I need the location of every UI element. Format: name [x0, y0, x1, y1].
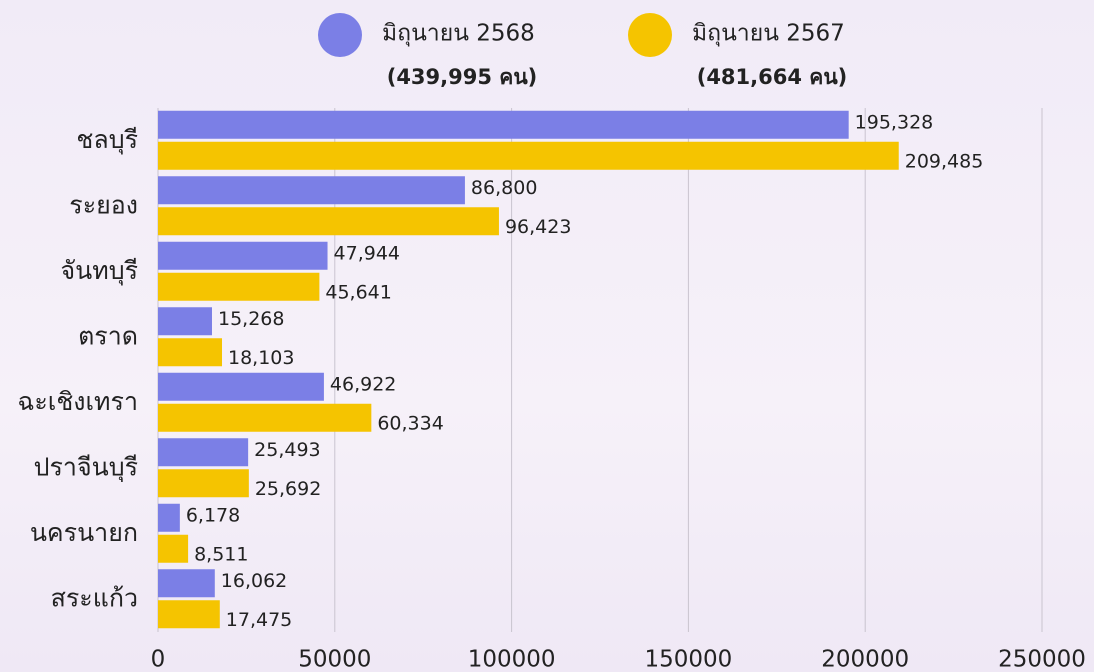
- legend-subtitle: (481,664 คน): [697, 65, 848, 89]
- bar: [158, 403, 372, 432]
- y-tick-label: ปราจีนบุรี: [34, 452, 138, 482]
- value-label: 8,511: [194, 543, 248, 565]
- bar: [158, 569, 215, 598]
- bar: [158, 241, 328, 270]
- bar: [158, 438, 249, 467]
- value-label: 86,800: [471, 177, 537, 199]
- y-tick-label: ฉะเชิงเทรา: [17, 387, 138, 416]
- x-tick-label: 250000: [998, 647, 1086, 672]
- legend-swatch: [318, 13, 362, 57]
- bar: [158, 600, 220, 629]
- y-tick-label: ชลบุรี: [76, 125, 138, 155]
- y-tick-label: สระแก้ว: [51, 583, 138, 612]
- bar: [158, 534, 189, 563]
- value-label: 25,692: [255, 478, 321, 500]
- value-label: 60,334: [377, 412, 443, 434]
- bar: [158, 307, 212, 336]
- value-label: 16,062: [221, 570, 287, 592]
- value-label: 45,641: [325, 281, 391, 303]
- value-label: 46,922: [330, 373, 396, 395]
- bar: [158, 207, 499, 236]
- value-label: 195,328: [855, 111, 934, 133]
- x-tick-label: 200000: [821, 647, 909, 672]
- value-label: 25,493: [254, 439, 320, 461]
- legend-subtitle: (439,995 คน): [387, 65, 538, 89]
- bar: [158, 141, 899, 170]
- value-label: 47,944: [334, 242, 400, 264]
- bar: [158, 272, 320, 301]
- legend-label: มิถุนายน 2568: [382, 21, 535, 47]
- bar: [158, 176, 465, 205]
- y-tick-label: จันทบุรี: [60, 256, 138, 286]
- x-tick-label: 150000: [644, 647, 732, 672]
- x-tick-label: 0: [151, 647, 166, 672]
- y-tick-label: ตราด: [78, 321, 138, 350]
- x-tick-label: 100000: [468, 647, 556, 672]
- value-label: 15,268: [218, 308, 284, 330]
- value-label: 96,423: [505, 216, 571, 238]
- legend-swatch: [628, 13, 672, 57]
- value-label: 17,475: [226, 609, 292, 631]
- value-label: 209,485: [905, 150, 984, 172]
- bar: [158, 338, 223, 367]
- y-tick-label: นครนายก: [30, 518, 138, 547]
- value-label: 18,103: [228, 347, 294, 369]
- x-tick-label: 50000: [298, 647, 371, 672]
- bar: [158, 469, 249, 498]
- legend-label: มิถุนายน 2567: [692, 21, 845, 47]
- y-tick-label: ระยอง: [69, 190, 138, 219]
- value-label: 6,178: [186, 504, 240, 526]
- bar: [158, 372, 324, 401]
- bar: [158, 110, 849, 139]
- bar: [158, 503, 180, 532]
